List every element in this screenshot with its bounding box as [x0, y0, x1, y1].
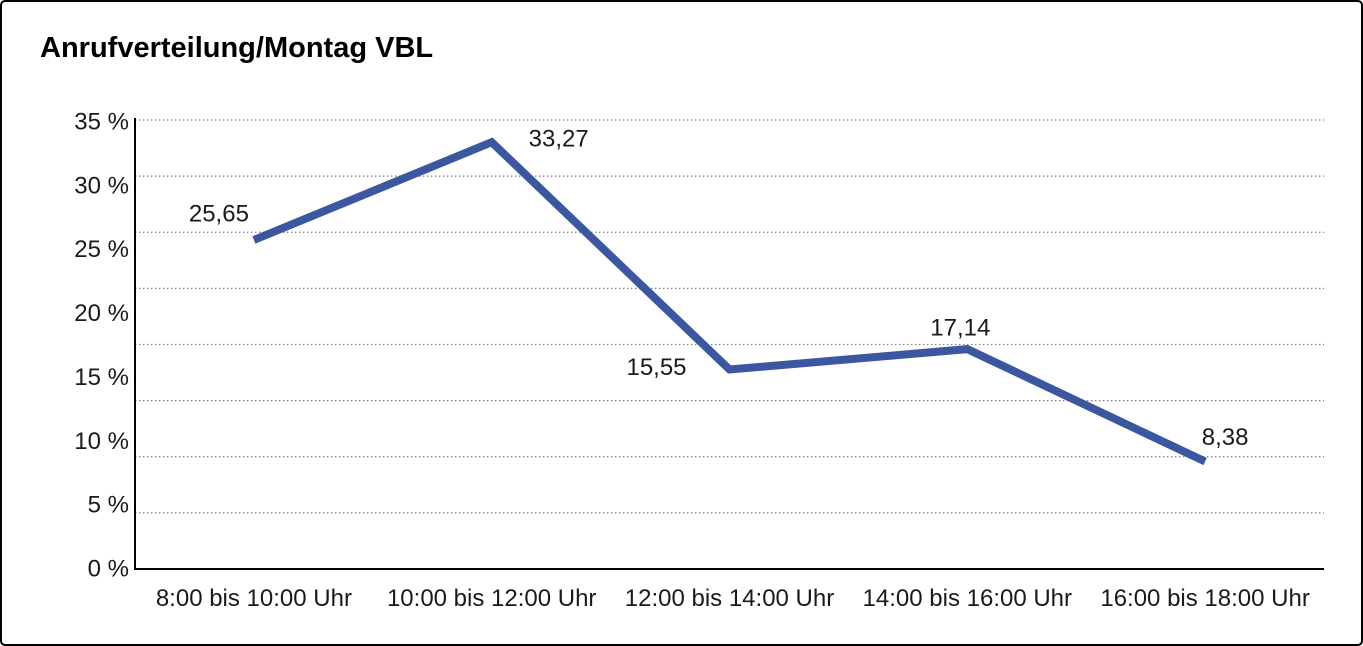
data-point-label: 33,27 — [529, 126, 589, 153]
y-axis-tick-label: 20 % — [74, 300, 129, 327]
y-axis-tick-label: 30 % — [74, 172, 129, 199]
chart-title: Anrufverteilung/Montag VBL — [40, 32, 434, 64]
data-point-label: 8,38 — [1202, 424, 1249, 451]
x-axis-category-label: 16:00 bis 18:00 Uhr — [1100, 585, 1309, 612]
x-axis-category-label: 10:00 bis 12:00 Uhr — [387, 585, 596, 612]
y-axis-tick-label: 35 % — [74, 109, 129, 136]
data-line — [252, 137, 1207, 466]
x-axis-category-label: 12:00 bis 14:00 Uhr — [625, 585, 834, 612]
data-point-label: 15,55 — [626, 354, 686, 381]
y-axis-tick-label: 25 % — [74, 236, 129, 263]
data-point-label: 17,14 — [930, 315, 990, 342]
y-axis-tick-label: 0 % — [88, 556, 129, 583]
data-point-label: 25,65 — [189, 200, 249, 227]
y-axis-tick-label: 15 % — [74, 364, 129, 391]
x-axis-category-label: 14:00 bis 16:00 Uhr — [863, 585, 1072, 612]
y-axis-tick-label: 5 % — [88, 492, 129, 519]
y-axis-tick-label: 10 % — [74, 428, 129, 455]
x-axis-category-label: 8:00 bis 10:00 Uhr — [156, 585, 352, 612]
